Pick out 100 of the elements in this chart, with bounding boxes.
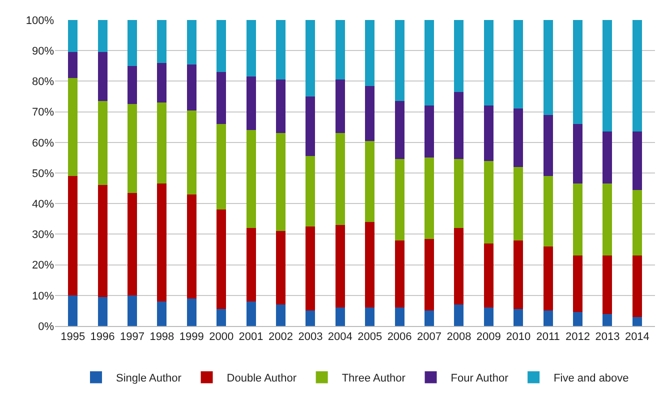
x-tick-label: 2001: [238, 331, 264, 344]
bar: [98, 52, 108, 102]
bar: [186, 298, 196, 326]
bar: [127, 66, 137, 104]
bar: [365, 20, 375, 86]
bar: [602, 184, 612, 256]
bar: [602, 132, 612, 184]
bar: [394, 20, 404, 102]
bar: [246, 76, 256, 130]
legend-label: Single Author: [116, 372, 182, 385]
bar: [484, 106, 494, 161]
bar: [98, 20, 108, 52]
bar: [424, 310, 434, 326]
bar: [454, 159, 464, 228]
y-tick-label: 20%: [32, 260, 54, 272]
bar: [335, 80, 345, 134]
bar: [335, 133, 345, 226]
bar: [602, 314, 612, 326]
bar: [394, 101, 404, 160]
bar: [484, 20, 494, 106]
bar: [514, 240, 524, 310]
bar: [573, 124, 583, 184]
bar: [514, 309, 524, 326]
bar: [276, 231, 286, 305]
bar: [632, 190, 642, 256]
bar: [127, 104, 137, 193]
x-tick-label: 2009: [476, 331, 501, 344]
bar: [276, 133, 286, 232]
bar: [365, 86, 375, 141]
bar: [127, 192, 137, 296]
x-tick-label: 1996: [90, 331, 115, 344]
bar: [632, 256, 642, 317]
bar: [186, 20, 196, 64]
bar: [306, 310, 316, 326]
y-tick-label: 60%: [32, 137, 54, 150]
x-tick-label: 2003: [298, 331, 323, 344]
bar: [424, 106, 434, 158]
bar: [276, 20, 286, 80]
bar: [216, 210, 226, 310]
bar: [68, 52, 78, 78]
bar: [216, 309, 226, 326]
bar: [157, 102, 167, 184]
bar: [68, 78, 78, 176]
x-tick-label: 1997: [120, 331, 144, 344]
bar: [454, 20, 464, 92]
y-tick-label: 90%: [32, 45, 54, 58]
bar: [335, 20, 345, 80]
bar: [543, 176, 553, 246]
bar: [602, 256, 612, 314]
x-tick-label: 1999: [179, 331, 204, 344]
bar: [306, 226, 316, 311]
y-tick-label: 50%: [32, 168, 54, 180]
x-tick-label: 2011: [536, 331, 560, 344]
bar: [335, 308, 345, 326]
bar: [484, 160, 494, 244]
y-tick-label: 30%: [32, 229, 54, 242]
x-tick-label: 2008: [446, 331, 472, 344]
bar: [602, 20, 612, 132]
y-tick-label: 80%: [32, 76, 54, 88]
x-tick-label: 2007: [417, 331, 442, 344]
legend-label: Double Author: [226, 372, 297, 385]
bar: [543, 246, 553, 311]
bar: [573, 20, 583, 124]
bar: [514, 166, 524, 240]
bar: [276, 304, 286, 326]
bar: [514, 108, 524, 167]
bar: [246, 20, 256, 77]
bar: [632, 132, 642, 190]
bar: [484, 243, 494, 308]
bar: [246, 228, 256, 302]
bar: [424, 238, 434, 311]
bar: [365, 140, 375, 222]
bar: [514, 20, 524, 109]
bar: [365, 222, 375, 308]
bar: [365, 308, 375, 326]
x-tick-label: 1998: [150, 331, 174, 344]
bar: [573, 312, 583, 326]
bar: [216, 124, 226, 210]
y-tick-label: 100%: [26, 14, 54, 27]
bar: [306, 20, 316, 96]
bar: [68, 20, 78, 52]
bar: [306, 96, 316, 156]
bar: [543, 20, 553, 115]
x-tick-label: 1995: [60, 331, 86, 344]
bar: [127, 295, 137, 326]
legend-label: Five and above: [554, 372, 629, 385]
y-tick-label: 0%: [38, 320, 54, 333]
bar: [573, 256, 583, 312]
y-tick-label: 40%: [32, 198, 54, 210]
legend-label: Three Author: [342, 372, 406, 385]
bar: [157, 20, 167, 63]
bar: [394, 308, 404, 326]
bar: [394, 159, 404, 240]
bar: [127, 20, 137, 66]
bar: [216, 20, 226, 72]
bar: [157, 302, 167, 326]
y-tick-label: 70%: [32, 106, 54, 119]
bar: [246, 130, 256, 228]
bar: [216, 72, 226, 124]
bar: [98, 185, 108, 297]
